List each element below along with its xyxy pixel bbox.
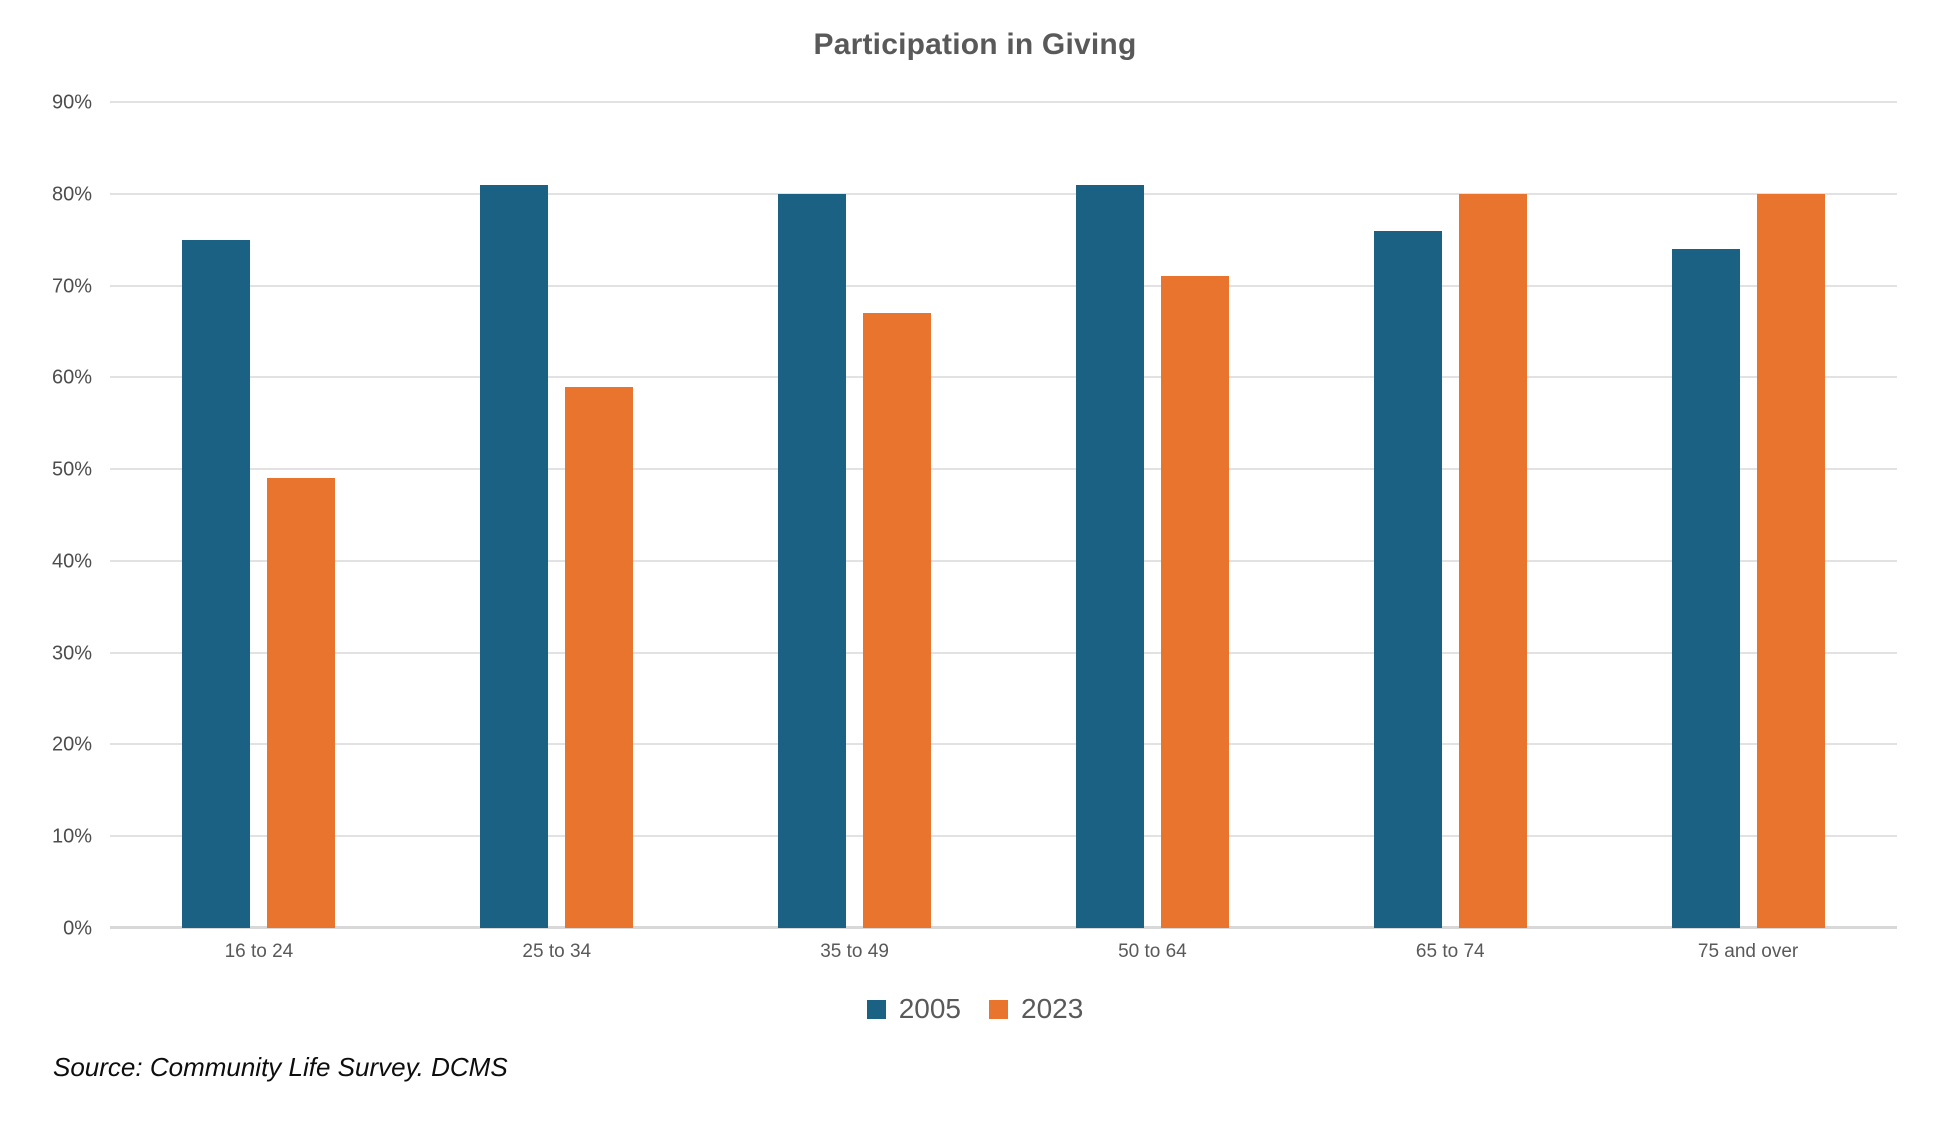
y-tick-label-60: 60%: [51, 366, 92, 389]
x-tick-label-75-and-over: 75 and over: [1697, 941, 1799, 962]
gridline-50: [110, 468, 1897, 471]
bar-group-16-to-24: [110, 102, 408, 928]
gridline-40: [110, 559, 1897, 562]
bar-2023-50-to-64: [1160, 276, 1229, 928]
gridline-10: [110, 835, 1897, 838]
plot-area: 0% 10% 20% 30% 40% 50% 60% 70% 80% 90%: [52, 92, 1897, 940]
bar-2023-75-and-over: [1756, 193, 1825, 928]
x-axis-labels: 16 to 24 25 to 34 35 to 49 50 to 64 65 to 74…: [110, 941, 1897, 965]
legend-swatch-2023: [989, 999, 1008, 1019]
x-tick-label-50-to-64: 50 to 64: [1118, 941, 1187, 962]
x-tick-label-25-to-34: 25 to 34: [522, 941, 592, 962]
bar-group-50-to-64: [1004, 102, 1302, 928]
bar-group-35-to-49: [706, 102, 1004, 928]
y-tick-label-0: 0%: [63, 917, 92, 940]
bar-2005-16-to-24: [182, 239, 251, 928]
bar-group-65-to-74: [1301, 102, 1599, 928]
legend-label-2005: 2005: [898, 993, 961, 1024]
bar-2023-25-to-34: [565, 386, 634, 928]
bar-2005-25-to-34: [480, 184, 549, 928]
bar-2005-35-to-49: [778, 193, 847, 928]
y-tick-label-20: 20%: [51, 733, 92, 756]
bar-2005-75-and-over: [1671, 248, 1740, 928]
bar-2023-65-to-74: [1458, 193, 1527, 928]
legend-swatch-2005: [866, 999, 886, 1019]
bar-2005-65-to-74: [1373, 230, 1442, 928]
legend-label-2023: 2023: [1021, 993, 1084, 1024]
y-tick-label-90: 90%: [51, 91, 92, 114]
bar-group-75-and-over: [1599, 102, 1897, 928]
x-tick-label-16-to-24: 16 to 24: [224, 941, 294, 962]
y-tick-label-10: 10%: [51, 825, 92, 848]
chart-title: Participation in Giving: [813, 28, 1137, 61]
y-tick-label-80: 80%: [51, 183, 92, 206]
x-tick-label-35-to-49: 35 to 49: [820, 941, 889, 962]
bar-group-25-to-34: [408, 102, 706, 928]
bar-2005-50-to-64: [1075, 184, 1144, 928]
bar-2023-16-to-24: [267, 478, 336, 928]
gridline-70: [110, 284, 1897, 287]
y-tick-label-30: 30%: [51, 642, 92, 665]
legend: 2005 2023: [0, 995, 1950, 1023]
legend-item-2023: 2023: [989, 995, 1083, 1023]
gridline-0: [110, 926, 1897, 929]
gridline-30: [110, 651, 1897, 654]
bar-2023-35-to-49: [863, 313, 932, 928]
gridline-90: [110, 101, 1897, 103]
source-note: Source: Community Life Survey. DCMS: [53, 1052, 508, 1082]
gridline-60: [110, 376, 1897, 379]
legend-item-2005: 2005: [866, 993, 961, 1024]
x-tick-label-65-to-74: 65 to 74: [1415, 941, 1485, 962]
y-tick-label-50: 50%: [51, 458, 92, 481]
gridline-80: [110, 192, 1897, 195]
y-tick-label-70: 70%: [51, 275, 92, 298]
gridline-20: [110, 743, 1897, 746]
y-tick-label-40: 40%: [51, 550, 92, 573]
